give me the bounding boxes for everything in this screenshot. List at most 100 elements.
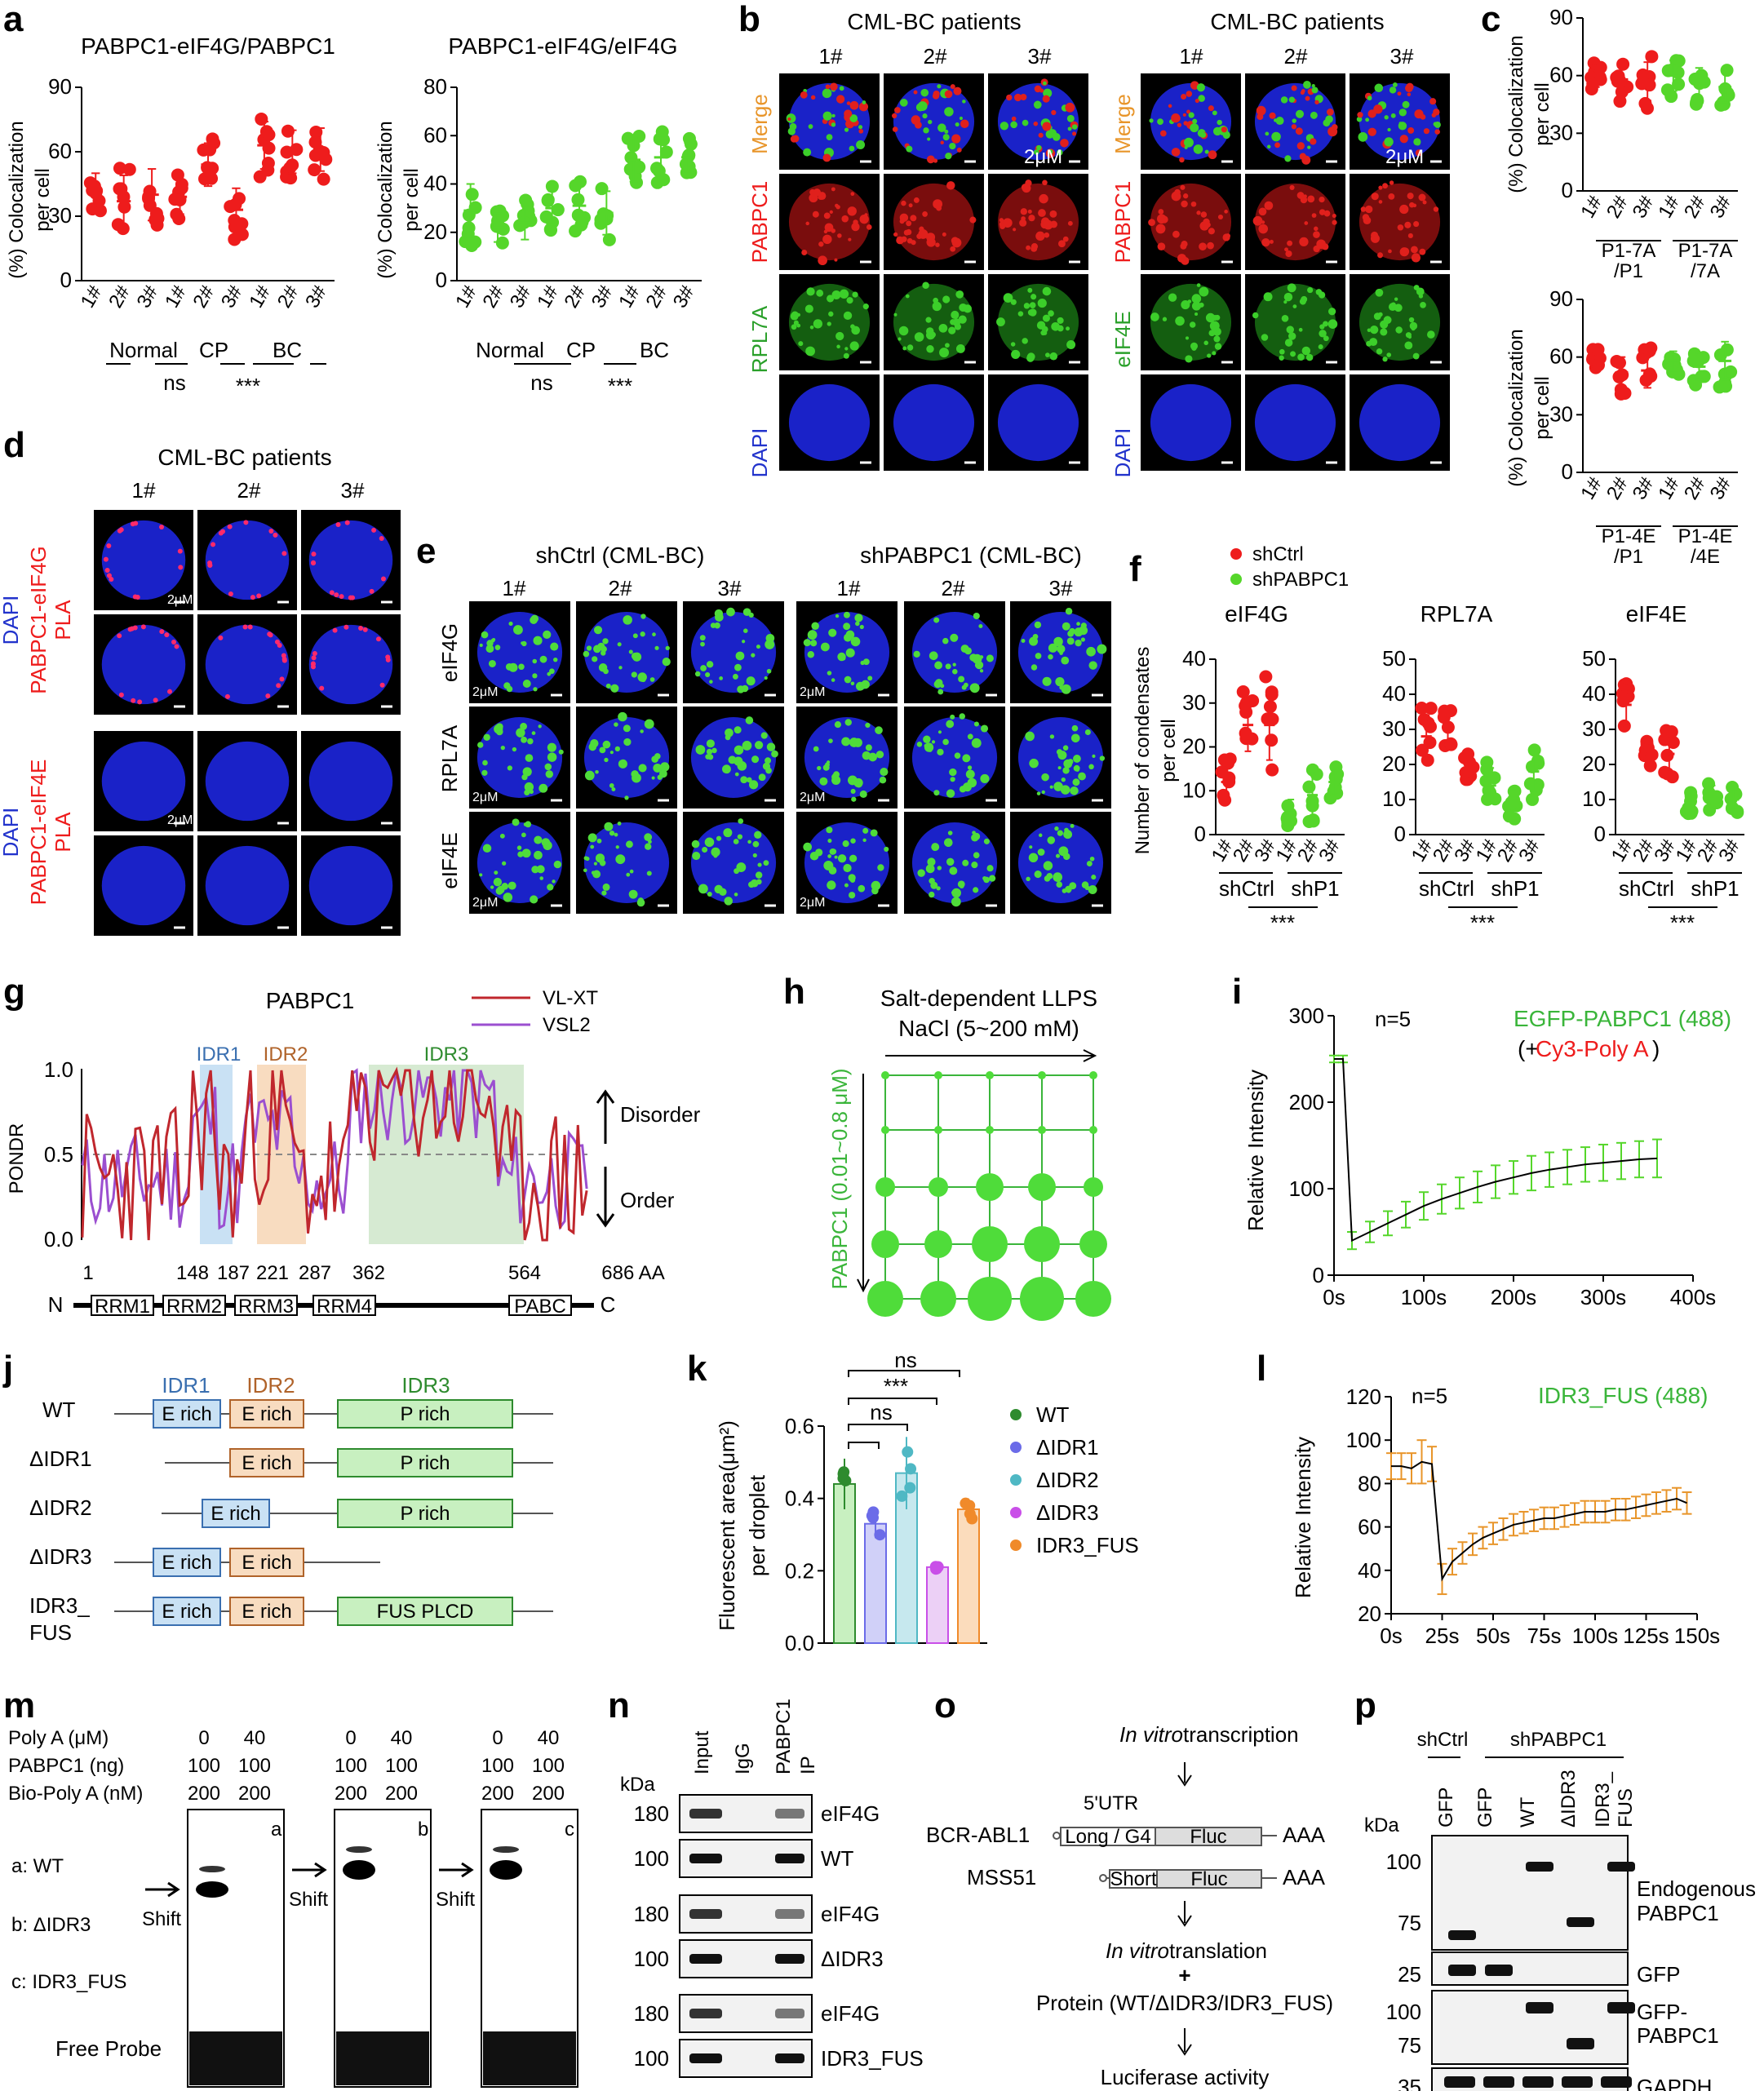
pla-signal	[274, 639, 280, 645]
pla-signal	[227, 524, 233, 529]
band	[1526, 1862, 1553, 1872]
mw-label: 25	[1398, 1962, 1421, 1987]
y-tick-label: 0	[60, 268, 72, 292]
g-xtick: 221	[256, 1262, 289, 1284]
b-right-header: CML-BC patients	[1210, 9, 1384, 34]
mw-label: 180	[634, 1902, 669, 1926]
puncta	[593, 645, 601, 653]
puncta	[1057, 645, 1066, 653]
free-probe-band	[483, 2031, 576, 2085]
puncta	[1413, 220, 1420, 228]
puncta	[1003, 293, 1013, 303]
x-tick-label: 2#	[1680, 192, 1710, 222]
puncta	[482, 760, 488, 766]
data-point	[1672, 78, 1686, 91]
puncta	[618, 666, 623, 670]
puncta	[1035, 653, 1042, 659]
pla-signal	[130, 521, 135, 527]
k-legend: WT ΔIDR1 ΔIDR2 ΔIDR3 IDR3_FUS	[1010, 1402, 1139, 1557]
band	[1562, 2076, 1593, 2088]
puncta	[818, 255, 827, 266]
legend-vlxt: VL-XT	[543, 987, 598, 1009]
puncta	[705, 671, 711, 678]
puncta	[927, 857, 936, 866]
cond-value: 200	[335, 1783, 367, 1805]
x-tick-label: 2#	[1602, 473, 1633, 503]
puncta	[1274, 142, 1280, 148]
puncta	[826, 134, 833, 141]
y-tick-label: 90	[48, 74, 72, 99]
data-point	[495, 236, 509, 250]
puncta	[738, 818, 744, 824]
puncta	[552, 879, 556, 884]
puncta	[846, 101, 851, 105]
puncta	[1305, 95, 1310, 101]
mw-label: 100	[1386, 1850, 1421, 1874]
puncta	[746, 676, 756, 686]
puncta	[1407, 233, 1413, 239]
puncta	[614, 722, 618, 727]
puncta	[848, 237, 852, 241]
legend-marker	[1010, 1539, 1022, 1551]
puncta	[831, 122, 836, 127]
puncta	[854, 614, 863, 622]
puncta	[938, 323, 948, 333]
puncta	[960, 119, 969, 128]
puncta	[1376, 348, 1383, 355]
puncta	[1216, 330, 1220, 334]
erich-label: E rich	[242, 1601, 291, 1623]
puncta	[852, 291, 858, 298]
puncta	[828, 311, 834, 317]
cond-value: 0	[492, 1727, 503, 1749]
puncta	[1390, 113, 1396, 118]
puncta	[1303, 80, 1311, 89]
cond-value: 40	[244, 1727, 266, 1749]
puncta	[593, 626, 603, 635]
scale-label: 2μM	[1385, 146, 1424, 168]
puncta	[755, 871, 763, 879]
b-row-dapi: DAPI	[1110, 428, 1135, 478]
pla-signal	[153, 698, 158, 703]
cond-value: 200	[385, 1783, 418, 1805]
puncta	[521, 736, 527, 743]
construct-didr2: E rich P rich	[162, 1499, 553, 1528]
puncta	[850, 681, 855, 686]
domain-pabc: PABC	[514, 1296, 566, 1318]
n-kda: kDa	[620, 1774, 655, 1796]
puncta	[1310, 111, 1318, 119]
mw-label: 100	[634, 1846, 669, 1871]
pla-signal	[335, 522, 341, 528]
data-point	[1263, 700, 1277, 714]
panel-j: j IDR1 IDR2 IDR3 WT ΔIDR1 ΔIDR2 ΔIDR3 ID…	[2, 1349, 553, 1645]
pla-signal	[256, 593, 262, 599]
data-point	[1725, 801, 1739, 815]
puncta	[1284, 247, 1288, 252]
puncta	[851, 343, 859, 351]
puncta	[614, 746, 621, 752]
puncta	[1049, 210, 1057, 218]
puncta	[1378, 200, 1383, 204]
puncta	[1205, 312, 1216, 323]
puncta	[937, 689, 944, 695]
data-point	[1415, 701, 1429, 715]
lane-label: a	[271, 1819, 282, 1841]
b-row-eif4e: eIF4E	[1110, 311, 1135, 367]
puncta	[1199, 242, 1207, 251]
puncta	[973, 832, 981, 840]
y-tick-label: 30	[1549, 401, 1573, 426]
erich-label: E rich	[242, 1403, 291, 1425]
legend-marker	[1010, 1442, 1022, 1453]
data-point	[1689, 378, 1703, 392]
puncta	[831, 113, 835, 118]
puncta	[1199, 131, 1207, 138]
puncta	[1429, 98, 1437, 105]
erich-label: E rich	[242, 1552, 291, 1574]
puncta	[942, 738, 949, 746]
pla-signal	[311, 552, 317, 557]
puncta	[847, 206, 857, 216]
d-row1-pla-suffix: PLA	[51, 600, 75, 640]
puncta	[989, 875, 996, 882]
puncta	[951, 888, 961, 898]
